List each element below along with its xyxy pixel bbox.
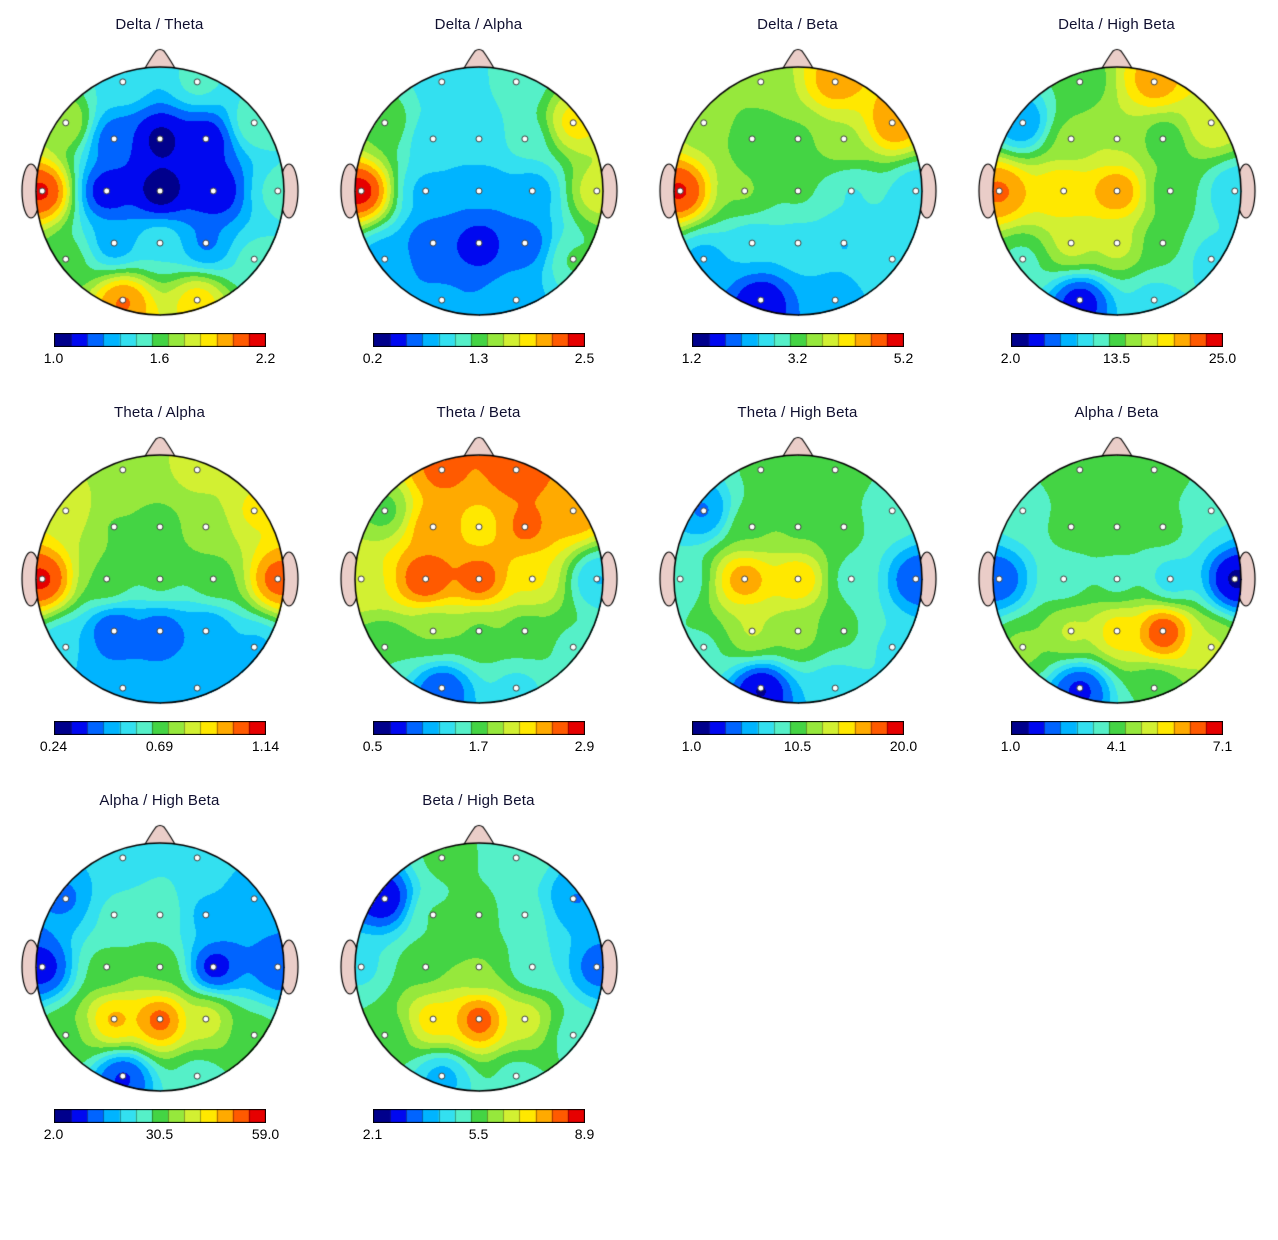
topomap-head-canvas — [957, 37, 1276, 325]
map-title: Delta / Alpha — [434, 16, 523, 33]
colorbar-min-label: 2.1 — [362, 1126, 383, 1142]
colorbar-max-label: 7.1 — [1212, 738, 1233, 754]
colorbar-mid-label: 0.69 — [145, 738, 174, 754]
colorbar-tick-labels: 2.0 13.5 25.0 — [1001, 350, 1236, 370]
colorbar — [372, 721, 585, 735]
colorbar — [53, 1109, 266, 1123]
topomap-figure: Beta / High Beta 2.1 5.5 8.9 — [319, 782, 638, 1146]
topomap-figure: Alpha / High Beta 2.0 30.5 59.0 — [0, 782, 319, 1146]
colorbar-tick-labels: 1.0 1.6 2.2 — [44, 350, 275, 370]
colorbar — [1010, 333, 1223, 347]
colorbar-max-label: 2.9 — [574, 738, 595, 754]
topomap-grid: Delta / Theta 1.0 1.6 2.2 Delta / Alpha … — [0, 6, 1276, 1146]
colorbar-max-label: 8.9 — [574, 1126, 595, 1142]
colorbar-mid-label: 10.5 — [783, 738, 812, 754]
colorbar-mid-label: 1.3 — [468, 350, 489, 366]
topomap-head-canvas — [638, 37, 957, 325]
map-title: Alpha / Beta — [1074, 404, 1159, 421]
colorbar-min-label: 1.2 — [681, 350, 702, 366]
colorbar-mid-label: 4.1 — [1106, 738, 1127, 754]
map-title: Theta / Alpha — [114, 404, 205, 421]
topomap-head-canvas — [957, 425, 1276, 713]
colorbar-tick-labels: 1.0 10.5 20.0 — [682, 738, 917, 758]
colorbar-max-label: 2.5 — [574, 350, 595, 366]
topomap-figure: Theta / Alpha 0.24 0.69 1.14 — [0, 394, 319, 758]
colorbar-mid-label: 13.5 — [1102, 350, 1131, 366]
colorbar-max-label: 2.2 — [255, 350, 276, 366]
colorbar-tick-labels: 1.2 3.2 5.2 — [682, 350, 913, 370]
topomap-figure: Delta / Beta 1.2 3.2 5.2 — [638, 6, 957, 370]
topomap-figure: Delta / High Beta 2.0 13.5 25.0 — [957, 6, 1276, 370]
topomap-figure: Delta / Alpha 0.2 1.3 2.5 — [319, 6, 638, 370]
colorbar-mid-label: 1.6 — [149, 350, 170, 366]
colorbar-tick-labels: 1.0 4.1 7.1 — [1001, 738, 1232, 758]
topomap-figure: Delta / Theta 1.0 1.6 2.2 — [0, 6, 319, 370]
colorbar-tick-labels: 2.1 5.5 8.9 — [363, 1126, 594, 1146]
colorbar — [691, 333, 904, 347]
topomap-head-canvas — [319, 813, 638, 1101]
colorbar-min-label: 1.0 — [1000, 738, 1021, 754]
topomap-figure: Theta / Beta 0.5 1.7 2.9 — [319, 394, 638, 758]
topomap-head-canvas — [638, 425, 957, 713]
colorbar-mid-label: 5.5 — [468, 1126, 489, 1142]
colorbar-min-label: 2.0 — [1000, 350, 1021, 366]
colorbar-min-label: 1.0 — [681, 738, 702, 754]
colorbar-min-label: 0.24 — [39, 738, 68, 754]
colorbar — [691, 721, 904, 735]
colorbar-min-label: 0.2 — [362, 350, 383, 366]
colorbar-min-label: 1.0 — [43, 350, 64, 366]
topomap-head-canvas — [319, 425, 638, 713]
topomap-head-canvas — [0, 813, 319, 1101]
colorbar-tick-labels: 2.0 30.5 59.0 — [44, 1126, 279, 1146]
colorbar — [372, 333, 585, 347]
colorbar — [53, 721, 266, 735]
map-title: Delta / Beta — [757, 16, 838, 33]
map-title: Delta / Theta — [115, 16, 204, 33]
colorbar-max-label: 25.0 — [1208, 350, 1237, 366]
colorbar-max-label: 1.14 — [251, 738, 280, 754]
colorbar-max-label: 20.0 — [889, 738, 918, 754]
colorbar-mid-label: 30.5 — [145, 1126, 174, 1142]
colorbar — [53, 333, 266, 347]
colorbar-max-label: 59.0 — [251, 1126, 280, 1142]
map-title: Theta / High Beta — [737, 404, 858, 421]
topomap-figure: Alpha / Beta 1.0 4.1 7.1 — [957, 394, 1276, 758]
map-title: Beta / High Beta — [422, 792, 535, 809]
topomap-head-canvas — [0, 425, 319, 713]
colorbar-tick-labels: 0.5 1.7 2.9 — [363, 738, 594, 758]
colorbar-mid-label: 3.2 — [787, 350, 808, 366]
colorbar — [1010, 721, 1223, 735]
colorbar-tick-labels: 0.2 1.3 2.5 — [363, 350, 594, 370]
colorbar-mid-label: 1.7 — [468, 738, 489, 754]
colorbar-min-label: 2.0 — [43, 1126, 64, 1142]
topomap-head-canvas — [319, 37, 638, 325]
map-title: Theta / Beta — [436, 404, 521, 421]
topomap-figure: Theta / High Beta 1.0 10.5 20.0 — [638, 394, 957, 758]
colorbar — [372, 1109, 585, 1123]
colorbar-min-label: 0.5 — [362, 738, 383, 754]
map-title: Delta / High Beta — [1058, 16, 1175, 33]
topomap-head-canvas — [0, 37, 319, 325]
colorbar-tick-labels: 0.24 0.69 1.14 — [40, 738, 279, 758]
map-title: Alpha / High Beta — [99, 792, 220, 809]
colorbar-max-label: 5.2 — [893, 350, 914, 366]
